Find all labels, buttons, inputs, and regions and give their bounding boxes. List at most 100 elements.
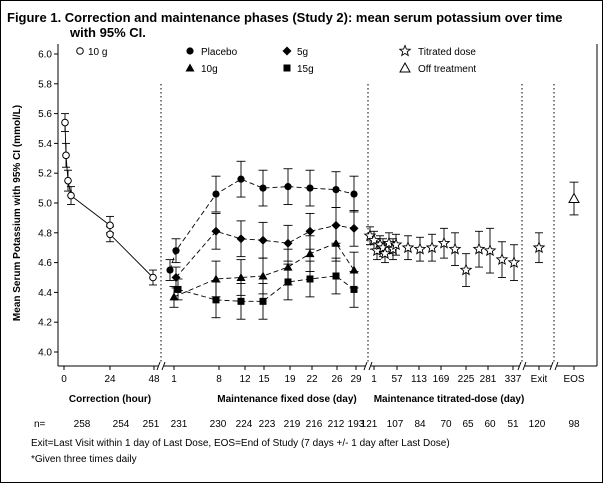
marker-10-g-correction (62, 151, 70, 160)
marker-10g (236, 273, 246, 281)
chart-title-line1: Figure 1. Correction and maintenance pha… (7, 10, 563, 25)
n-value: 120 (529, 419, 546, 430)
axis-break-gap (365, 362, 371, 370)
marker-10g (258, 271, 268, 280)
marker-titrated-dose (389, 237, 403, 251)
legend-label-10g: 10g (201, 64, 218, 75)
axis-break-mark (554, 361, 559, 371)
x-tick-label: 113 (411, 374, 427, 385)
y-tick-label: 4.0 (38, 348, 52, 359)
marker-placebo (306, 184, 314, 192)
axis-break-mark (156, 361, 161, 371)
marker-titrated-dose (483, 243, 497, 257)
series-line-10g (173, 242, 355, 298)
n-value: 193 (348, 419, 365, 430)
legend-label-placebo: Placebo (201, 47, 238, 58)
y-tick-label: 5.8 (38, 79, 52, 90)
marker-placebo (350, 190, 358, 198)
marker-5g (258, 235, 268, 245)
y-tick-label: 4.8 (38, 228, 52, 239)
marker-titrated-dose (448, 242, 462, 255)
marker-15g (284, 278, 292, 286)
marker-10-g-correction (61, 118, 69, 127)
marker-placebo (237, 175, 245, 183)
x-tick-label: 337 (505, 374, 522, 385)
marker-titrated-dose (378, 246, 392, 260)
legend-marker-10g-correction (76, 47, 84, 55)
marker-5g (349, 223, 359, 233)
x-tick-label: 0 (61, 374, 67, 385)
series-line-5g (175, 224, 355, 278)
marker-10-g-correction (106, 230, 114, 239)
y-tick-label: 5.4 (38, 139, 52, 150)
legend-label-5g: 5g (297, 47, 308, 58)
n-value: 70 (440, 419, 452, 430)
y-tick-label: 6.0 (38, 50, 52, 61)
marker-10-g-correction (149, 273, 157, 282)
marker-titrated-dose (425, 240, 439, 254)
marker-titrated-dose (507, 255, 521, 269)
n-value: 51 (507, 419, 519, 430)
x-tick-label: 19 (284, 374, 296, 385)
x-tick-label: 281 (480, 374, 497, 385)
marker-15g (212, 296, 220, 304)
marker-titrated-dose (413, 242, 427, 255)
legend-marker-5g (282, 46, 292, 56)
series-line-placebo (169, 178, 355, 271)
n-value: 216 (306, 419, 323, 430)
x-tick-label: 12 (239, 374, 251, 385)
n-value: 254 (113, 419, 130, 430)
marker-10g (211, 274, 221, 283)
y-tick-label: 4.6 (38, 258, 52, 269)
legend-label-titrated: Titrated dose (418, 47, 476, 58)
marker-5g (305, 226, 315, 236)
marker-10-g-correction (67, 191, 75, 200)
marker-10g (169, 292, 179, 301)
y-tick-label: 5.0 (38, 199, 52, 210)
n-value: 107 (387, 419, 404, 430)
n-value: 65 (462, 419, 474, 430)
marker-titrated-dose (472, 242, 486, 255)
n-value: 258 (74, 419, 91, 430)
marker-15g (332, 272, 340, 280)
x-tick-label: 24 (104, 374, 116, 385)
series-line-15g (177, 275, 355, 302)
legend-label-off-treatment: Off treatment (418, 64, 476, 75)
x-tick-label: 57 (391, 374, 403, 385)
marker-15g (259, 297, 267, 305)
n-value: 224 (236, 419, 253, 430)
chart-title-line2: with 95% CI. (69, 25, 146, 40)
plot-area: 4.0 4.2 4.4 4.6 4.8 5.0 5.2 5.4 5.6 5.8 6.0 Mean Se… (12, 44, 598, 430)
marker-off-treatment (568, 192, 580, 204)
y-tick-label: 4.4 (38, 288, 52, 299)
phase-label: Maintenance titrated-dose (day) (374, 394, 525, 405)
x-tick-label: 8 (216, 374, 222, 385)
marker-15g (237, 297, 245, 305)
axis-break-mark (363, 361, 368, 371)
marker-10g (305, 249, 315, 258)
x-tick-label: 29 (350, 374, 362, 385)
n-value: 98 (568, 419, 580, 430)
footnote-exit-eos: Exit=Last Visit within 1 day of Last Dos… (31, 438, 450, 449)
x-tick-label: EOS (563, 374, 584, 385)
axis-break-gap (519, 362, 525, 370)
y-tick-label: 4.2 (38, 318, 52, 329)
footnote-tid: *Given three times daily (31, 454, 137, 465)
marker-15g (350, 285, 358, 293)
legend-marker-10g (185, 63, 195, 72)
series-line-10-g-correction (64, 122, 154, 278)
marker-5g (236, 234, 246, 244)
x-tick-label: 225 (458, 374, 475, 385)
n-value: 230 (210, 419, 227, 430)
marker-titrated-dose (459, 263, 473, 276)
marker-15g (174, 285, 182, 293)
marker-placebo (332, 185, 340, 194)
x-tick-label: 48 (148, 374, 160, 385)
n-value: 60 (484, 419, 496, 430)
x-tick-label: 22 (306, 374, 318, 385)
marker-10-g-correction (106, 221, 114, 230)
n-value: 223 (259, 419, 276, 430)
n-value: 219 (284, 419, 301, 430)
phase-label: Maintenance fixed dose (day) (217, 394, 356, 405)
legend-marker-placebo (186, 47, 194, 55)
